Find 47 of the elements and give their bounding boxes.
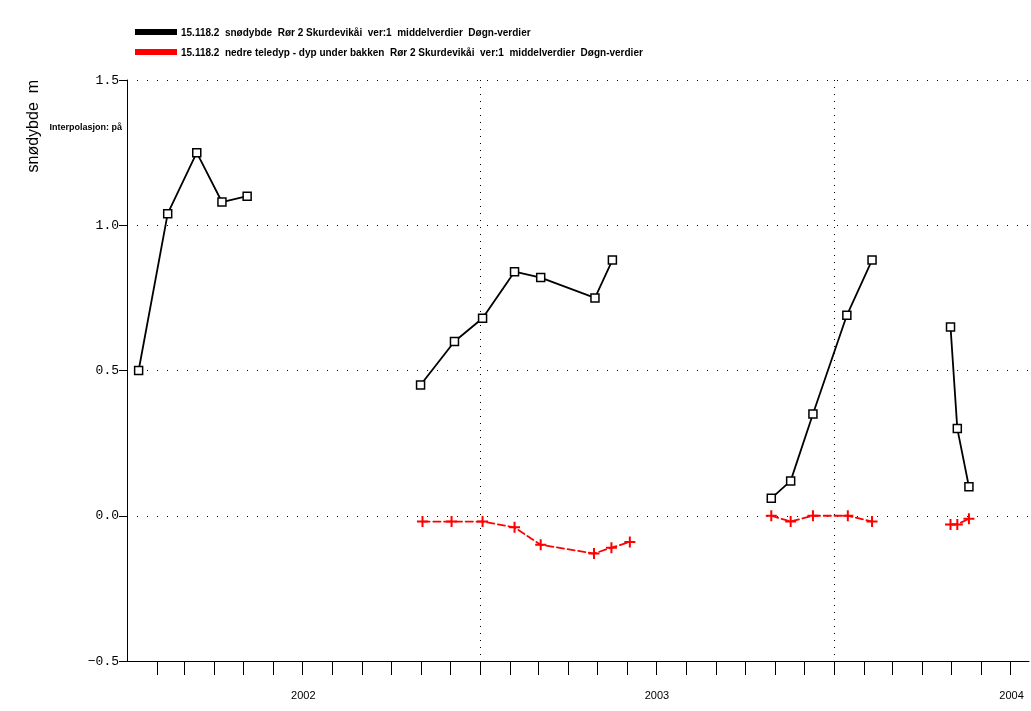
point: [509, 266, 520, 277]
x-tick-label: 2004: [999, 688, 1024, 701]
point: [865, 515, 879, 529]
point: [590, 293, 600, 303]
point: [964, 481, 974, 492]
point: [950, 517, 964, 531]
y-axis-title: snødybde m: [23, 80, 41, 173]
point: [217, 197, 227, 207]
point: [623, 535, 637, 549]
point: [477, 313, 488, 323]
point: [842, 310, 852, 321]
point: [607, 255, 618, 265]
point: [476, 515, 490, 529]
point: [415, 380, 426, 390]
point: [449, 336, 460, 347]
point: [784, 515, 798, 529]
legend-label: 15.118.2 nedre teledyp - dyp under bakken Rør 2 Skurdevikåi ver:1 middelverdier Døgn-verdier: [181, 46, 643, 58]
x-tick-label: 2003: [644, 688, 670, 701]
point: [841, 509, 855, 523]
point: [192, 147, 202, 158]
point: [808, 409, 818, 419]
y-tick-label: 1.0: [95, 217, 119, 233]
y-tick-label: −0.5: [87, 653, 119, 669]
point: [962, 512, 976, 526]
point: [242, 191, 252, 201]
point: [952, 423, 963, 434]
text: Interpolasjon: på: [49, 121, 123, 132]
point: [867, 255, 877, 265]
y-tick-label: 0.5: [95, 363, 119, 378]
point: [945, 322, 956, 332]
point: [416, 515, 429, 529]
point: [587, 547, 601, 561]
x-tick-label: 2002: [291, 688, 316, 701]
point: [604, 541, 618, 555]
point: [534, 538, 548, 552]
point: [785, 476, 796, 486]
legend-label: 15.118.2 snødybde Rør 2 Skurdevikåi ver:1 middelverdier Døgn-verdier: [181, 26, 531, 38]
point: [162, 208, 173, 219]
y-tick-label: 0.0: [95, 508, 119, 524]
y-tick-label: 1.5: [95, 72, 119, 88]
point: [764, 509, 778, 523]
point: [445, 515, 459, 529]
point: [508, 520, 522, 534]
point: [766, 493, 777, 504]
point: [535, 272, 546, 283]
point: [806, 509, 820, 523]
point: [133, 365, 144, 376]
